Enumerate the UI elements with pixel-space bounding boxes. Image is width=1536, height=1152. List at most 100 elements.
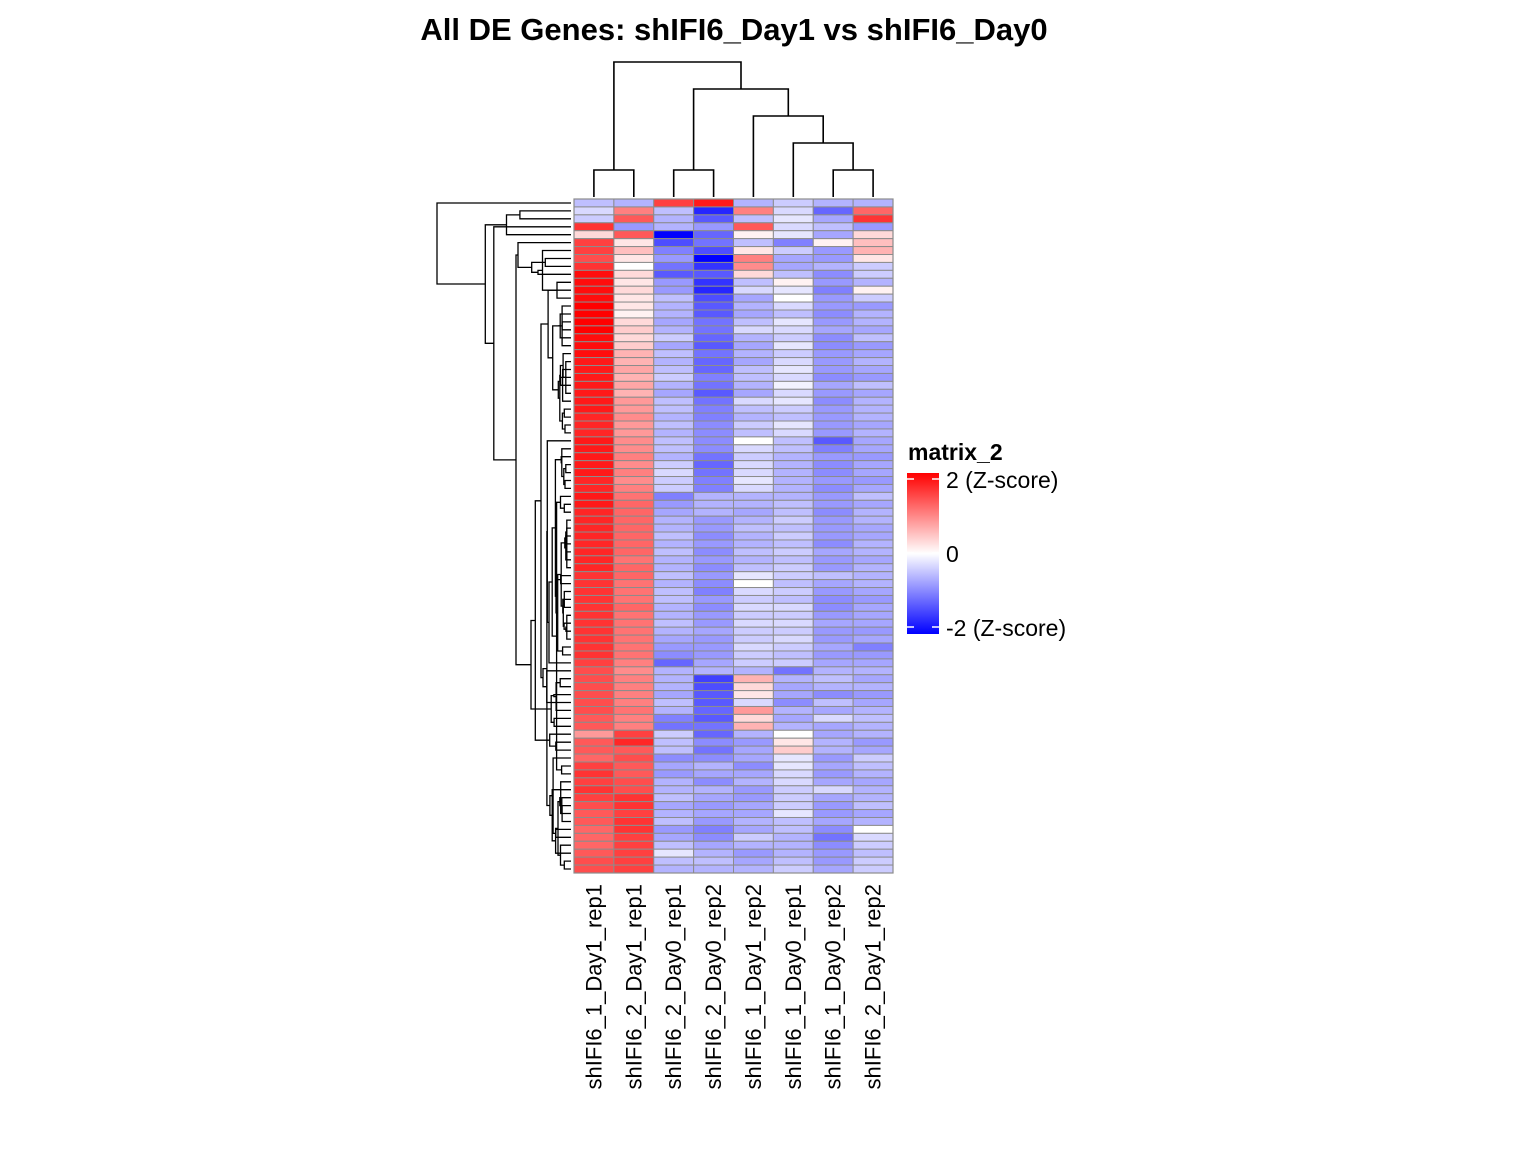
heatmap-cell-r21-c5 — [772, 365, 814, 374]
heatmap-cell-r79-c7 — [852, 824, 894, 834]
heatmap-cell-r49-c1 — [613, 587, 655, 596]
heatmap-cell-r81-c7 — [852, 840, 894, 850]
heatmap-cell-r8-c5 — [772, 261, 814, 271]
heatmap-cell-r78-c4 — [733, 816, 774, 826]
heatmap-cell-r18-c0 — [573, 341, 615, 351]
heatmap-cell-r36-c3 — [693, 483, 735, 493]
heatmap-cell-r64-c0 — [573, 705, 615, 715]
row-dendrogram-branch — [552, 325, 559, 391]
row-dendrogram-branch — [564, 479, 571, 490]
heatmap-cell-r25-c5 — [772, 396, 814, 406]
heatmap-cell-r64-c5 — [772, 705, 814, 715]
heatmap-cell-r84-c7 — [852, 864, 894, 874]
heatmap-cell-r26-c0 — [573, 404, 615, 414]
heatmap-cell-r17-c0 — [573, 333, 615, 343]
heatmap-cell-r4-c6 — [812, 230, 854, 240]
heatmap-cell-r43-c0 — [573, 539, 615, 549]
heatmap-cell-r26-c2 — [653, 404, 695, 414]
heatmap-cell-r74-c1 — [613, 785, 655, 795]
column-dendrogram-branch — [593, 169, 635, 197]
heatmap-cell-r24-c3 — [693, 388, 735, 398]
row-dendrogram-branch — [436, 202, 571, 285]
heatmap-cell-r34-c6 — [812, 468, 854, 478]
heatmap-cell-r2-c5 — [772, 214, 814, 224]
heatmap-cell-r35-c5 — [772, 476, 814, 485]
heatmap-cell-r28-c7 — [852, 420, 894, 430]
heatmap-cell-r61-c7 — [852, 682, 894, 692]
heatmap-cell-r69-c6 — [812, 745, 854, 755]
heatmap-cell-r56-c7 — [852, 642, 894, 652]
heatmap-cell-r41-c7 — [852, 523, 894, 533]
heatmap-cell-r80-c2 — [653, 832, 695, 842]
heatmap-cell-r73-c7 — [852, 777, 894, 787]
column-dendrogram-branch — [692, 88, 790, 170]
heatmap-cell-r18-c4 — [733, 341, 774, 351]
heatmap-cell-r82-c1 — [613, 848, 655, 858]
heatmap-cell-r55-c7 — [852, 634, 894, 644]
column-label: shIFI6_2_Day0_rep1 — [661, 884, 686, 1089]
heatmap-cell-r12-c5 — [772, 293, 814, 303]
heatmap-cell-r25-c1 — [613, 396, 655, 406]
heatmap-cell-r68-c4 — [733, 737, 774, 747]
heatmap-cell-r27-c3 — [693, 412, 735, 422]
heatmap-cell-r18-c1 — [613, 341, 655, 351]
heatmap-cell-r66-c5 — [772, 721, 814, 731]
heatmap-cell-r29-c5 — [772, 428, 814, 438]
heatmap-cell-r44-c5 — [772, 547, 814, 557]
heatmap-cell-r51-c0 — [573, 602, 615, 612]
heatmap-cell-r67-c1 — [613, 729, 655, 739]
heatmap-cell-r65-c6 — [812, 713, 854, 723]
heatmap-cell-r46-c5 — [772, 563, 814, 573]
column-label: shIFI6_1_Day0_rep1 — [781, 884, 806, 1089]
heatmap-cell-r57-c4 — [733, 650, 774, 660]
heatmap-cell-r43-c4 — [733, 539, 774, 549]
heatmap-cell-r84-c3 — [693, 864, 735, 874]
heatmap-cell-r53-c6 — [812, 618, 854, 628]
heatmap-cell-r29-c1 — [613, 428, 655, 438]
heatmap-cell-r47-c0 — [573, 571, 615, 581]
heatmap-cell-r11-c3 — [693, 285, 735, 295]
heatmap-cell-r9-c3 — [693, 269, 735, 279]
heatmap-cell-r62-c7 — [852, 690, 894, 700]
heatmap-cell-r49-c6 — [812, 587, 854, 596]
heatmap-cell-r15-c4 — [733, 317, 774, 327]
heatmap-cell-r0-c1 — [613, 198, 655, 208]
heatmap-cell-r23-c4 — [733, 380, 774, 390]
heatmap-cell-r53-c0 — [573, 618, 615, 628]
heatmap-cell-r18-c2 — [653, 341, 695, 351]
heatmap-cell-r39-c0 — [573, 507, 615, 517]
heatmap-cell-r0-c0 — [573, 198, 615, 208]
heatmap-cell-r61-c4 — [733, 682, 774, 692]
heatmap-cell-r13-c4 — [733, 301, 774, 311]
heatmap-cell-r33-c4 — [733, 460, 774, 470]
heatmap-cell-r57-c3 — [693, 650, 735, 660]
heatmap-cell-r53-c4 — [733, 618, 774, 628]
row-dendrogram-branch — [517, 241, 571, 269]
heatmap-cell-r27-c2 — [653, 412, 695, 422]
heatmap-cell-r23-c5 — [772, 380, 814, 390]
heatmap-cell-r81-c3 — [693, 840, 735, 850]
heatmap-cell-r78-c6 — [812, 816, 854, 826]
row-dendrogram-branch — [557, 573, 563, 652]
heatmap-cell-r63-c2 — [653, 698, 695, 707]
heatmap-cell-r59-c3 — [693, 666, 735, 676]
heatmap-cell-r8-c6 — [812, 261, 854, 271]
heatmap-cell-r44-c3 — [693, 547, 735, 557]
heatmap-cell-r2-c3 — [693, 214, 735, 224]
heatmap-cell-r71-c3 — [693, 761, 735, 771]
heatmap-cell-r74-c4 — [733, 785, 774, 795]
heatmap-cell-r61-c2 — [653, 682, 695, 692]
heatmap-cell-r77-c3 — [693, 809, 735, 818]
heatmap-cell-r23-c0 — [573, 380, 615, 390]
heatmap-cell-r35-c6 — [812, 476, 854, 485]
heatmap-cell-r32-c1 — [613, 452, 655, 462]
row-dendrogram-branch — [559, 844, 571, 866]
heatmap-cell-r56-c2 — [653, 642, 695, 652]
heatmap-cell-r30-c1 — [613, 436, 655, 446]
heatmap-cell-r55-c1 — [613, 634, 655, 644]
heatmap-cell-r2-c0 — [573, 214, 615, 224]
heatmap-cell-r72-c3 — [693, 769, 735, 779]
heatmap-cell-r45-c1 — [613, 555, 655, 565]
heatmap-cell-r42-c0 — [573, 531, 615, 541]
heatmap-cell-r72-c7 — [852, 769, 894, 779]
